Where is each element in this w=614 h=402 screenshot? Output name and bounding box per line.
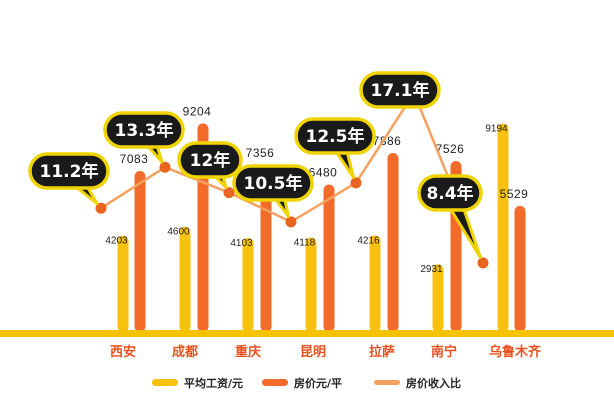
wage-value-label: 4203 bbox=[105, 236, 128, 247]
wage-value-label: 4118 bbox=[294, 238, 316, 249]
price-value-label: 6480 bbox=[309, 166, 338, 180]
ratio-bubble: 10.5年 bbox=[232, 164, 314, 218]
legend-label-price: 房价元/平 bbox=[294, 376, 342, 390]
legend-label-wage: 平均工资/元 bbox=[184, 376, 243, 390]
bar-wage-5 bbox=[432, 264, 444, 332]
bar-price-2 bbox=[260, 164, 272, 332]
bar-wage-0 bbox=[117, 235, 129, 332]
ratio-point bbox=[350, 177, 362, 189]
legend-swatch-ratio bbox=[374, 380, 400, 385]
ratio-bubble: 13.3年 bbox=[103, 111, 185, 164]
legend: 平均工资/元 房价元/平 房价收入比 bbox=[152, 376, 461, 390]
ratio-point bbox=[285, 216, 297, 228]
bar-price-3 bbox=[323, 184, 335, 332]
ratio-point bbox=[223, 187, 235, 199]
bar-wage-3 bbox=[305, 237, 317, 332]
ratio-bubbles: 11.2年 13.3年 12年 10.5年 12.5年 17.1年 8.4年 bbox=[28, 71, 483, 259]
price-value-label: 9204 bbox=[183, 104, 212, 118]
ratio-value-label: 8.4年 bbox=[426, 183, 473, 204]
legend-swatch-wage bbox=[152, 379, 178, 386]
bars-layer: 4203708346009204410373564118648042167886… bbox=[105, 104, 529, 333]
price-value-label: 5529 bbox=[500, 187, 529, 201]
ratio-point bbox=[477, 257, 489, 269]
bar-price-4 bbox=[387, 152, 399, 332]
category-label: 拉萨 bbox=[369, 344, 395, 360]
bubble-inner bbox=[422, 179, 478, 207]
category-label: 成都 bbox=[172, 344, 198, 360]
bar-wage-6 bbox=[497, 123, 509, 333]
bar-wage-1 bbox=[179, 226, 191, 332]
price-value-label: 7356 bbox=[246, 146, 275, 160]
category-label: 南宁 bbox=[431, 344, 457, 360]
ratio-bubble: 17.1年 bbox=[359, 71, 441, 109]
ratio-bubble: 8.4年 bbox=[417, 174, 483, 259]
bubble-inner bbox=[364, 76, 436, 104]
ratio-bubble: 12年 bbox=[177, 141, 243, 189]
bubble-inner bbox=[182, 146, 238, 174]
ratio-value-label: 10.5年 bbox=[244, 173, 303, 194]
bar-price-0 bbox=[134, 170, 146, 332]
bubble-inner bbox=[108, 116, 180, 144]
wage-value-label: 4103 bbox=[230, 238, 253, 249]
wage-value-label: 4216 bbox=[357, 235, 380, 246]
category-label: 昆明 bbox=[300, 344, 326, 360]
ratio-bubble: 11.2年 bbox=[28, 152, 110, 206]
ratio-point bbox=[95, 202, 107, 214]
legend-item-ratio: 房价收入比 bbox=[374, 376, 461, 390]
legend-item-price: 房价元/平 bbox=[262, 376, 342, 390]
category-label: 西安 bbox=[110, 344, 136, 360]
bar-wage-4 bbox=[369, 235, 381, 332]
ratio-value-label: 13.3年 bbox=[115, 120, 174, 141]
bubble-inner bbox=[299, 122, 371, 150]
wage-value-label: 9194 bbox=[485, 124, 508, 135]
legend-label-ratio: 房价收入比 bbox=[406, 376, 461, 390]
ratio-value-label: 12.5年 bbox=[306, 126, 365, 147]
category-labels: 西安 成都 重庆 昆明 拉萨 南宁 乌鲁木齐 bbox=[110, 344, 542, 360]
category-label: 重庆 bbox=[235, 344, 261, 360]
wage-value-label: 2931 bbox=[420, 264, 443, 275]
bubble-inner bbox=[237, 169, 309, 197]
ratio-value-label: 12年 bbox=[190, 150, 231, 171]
wage-value-label: 4600 bbox=[167, 227, 190, 238]
ratio-point bbox=[159, 161, 171, 173]
bar-wage-2 bbox=[242, 237, 254, 332]
ratio-value-label: 17.1年 bbox=[371, 80, 430, 101]
legend-swatch-price bbox=[262, 379, 288, 386]
ratio-bubble: 12.5年 bbox=[294, 117, 376, 179]
chart-baseline bbox=[0, 330, 614, 337]
price-value-label: 7083 bbox=[120, 152, 149, 166]
ratio-value-label: 11.2年 bbox=[40, 161, 99, 182]
legend-item-wage: 平均工资/元 bbox=[152, 376, 243, 390]
category-label: 乌鲁木齐 bbox=[489, 344, 542, 360]
price-value-label: 7526 bbox=[436, 142, 465, 156]
bubble-inner bbox=[33, 157, 105, 185]
bar-price-6 bbox=[514, 205, 526, 332]
